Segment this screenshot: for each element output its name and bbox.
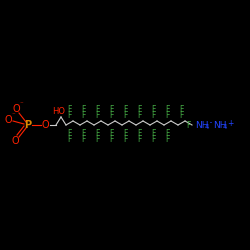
Text: F: F (109, 110, 114, 120)
Text: F: F (179, 104, 184, 114)
Text: F: F (81, 104, 86, 114)
Text: F: F (186, 120, 191, 130)
Text: F: F (95, 110, 100, 120)
Text: F: F (81, 134, 86, 143)
Text: F: F (137, 104, 142, 114)
Text: F: F (165, 110, 170, 120)
Text: HO: HO (52, 106, 66, 116)
Text: ⁻: ⁻ (11, 112, 15, 118)
Text: NH: NH (195, 120, 208, 130)
Text: F: F (151, 104, 156, 114)
Text: ⁻: ⁻ (19, 101, 23, 107)
Text: F: F (137, 128, 142, 138)
Text: F: F (81, 110, 86, 120)
Text: F: F (165, 104, 170, 114)
Text: F: F (179, 110, 184, 120)
Text: +: + (227, 120, 234, 128)
Text: F: F (137, 110, 142, 120)
Text: F: F (137, 134, 142, 143)
Text: O: O (41, 120, 49, 130)
Text: F: F (67, 104, 72, 114)
Text: NH: NH (213, 120, 226, 130)
Text: F: F (123, 128, 128, 138)
Text: 4: 4 (205, 124, 210, 130)
Text: F: F (67, 128, 72, 138)
Text: F: F (109, 134, 114, 143)
Text: F: F (123, 104, 128, 114)
Text: F: F (151, 110, 156, 120)
Text: F: F (123, 134, 128, 143)
Text: F: F (109, 128, 114, 138)
Text: F: F (95, 134, 100, 143)
Text: F: F (109, 104, 114, 114)
Text: F: F (95, 104, 100, 114)
Text: F: F (151, 134, 156, 143)
Text: 4: 4 (223, 124, 228, 130)
Text: F: F (67, 134, 72, 143)
Text: O: O (12, 104, 20, 114)
Text: F: F (81, 128, 86, 138)
Text: F: F (165, 134, 170, 143)
Text: P: P (24, 120, 32, 130)
Text: F: F (123, 110, 128, 120)
Text: ·: · (209, 118, 213, 130)
Text: O: O (4, 115, 12, 125)
Text: O: O (11, 136, 19, 146)
Text: F: F (165, 128, 170, 138)
Text: F: F (95, 128, 100, 138)
Text: F: F (67, 110, 72, 120)
Text: F: F (151, 128, 156, 138)
